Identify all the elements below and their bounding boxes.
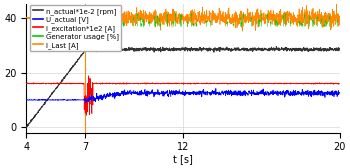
Legend: n_actual*1e-2 [rpm], U_actual [V], I_excitation*1e2 [A], Generator usage [%], I_: n_actual*1e-2 [rpm], U_actual [V], I_exc… [30, 5, 121, 51]
X-axis label: t [s]: t [s] [173, 154, 193, 164]
